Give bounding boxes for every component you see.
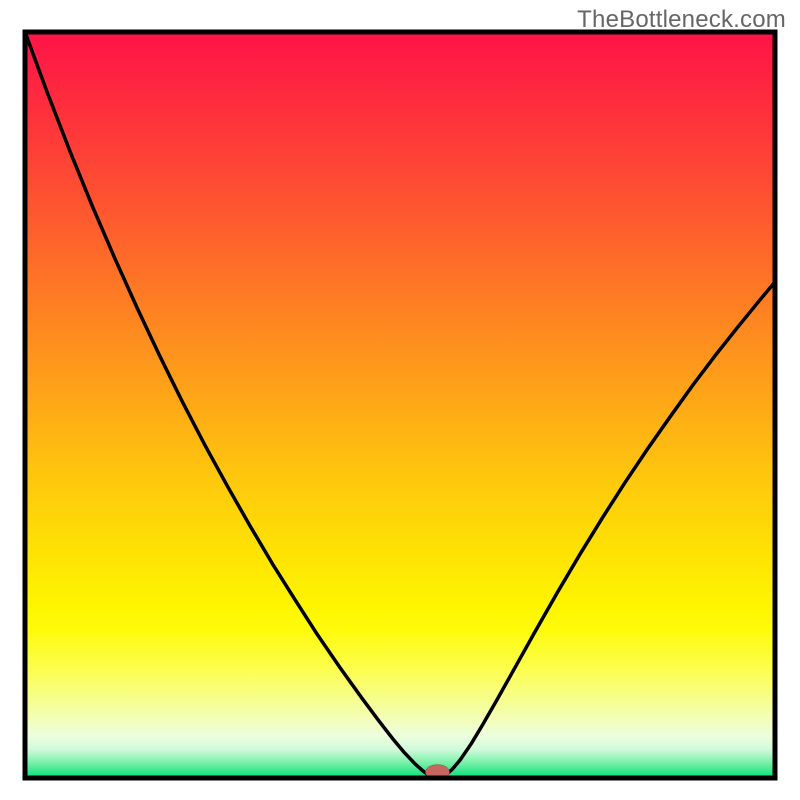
bottleneck-chart <box>0 0 800 800</box>
gradient-background <box>25 32 775 778</box>
chart-container: TheBottleneck.com <box>0 0 800 800</box>
watermark-text: TheBottleneck.com <box>577 6 786 34</box>
